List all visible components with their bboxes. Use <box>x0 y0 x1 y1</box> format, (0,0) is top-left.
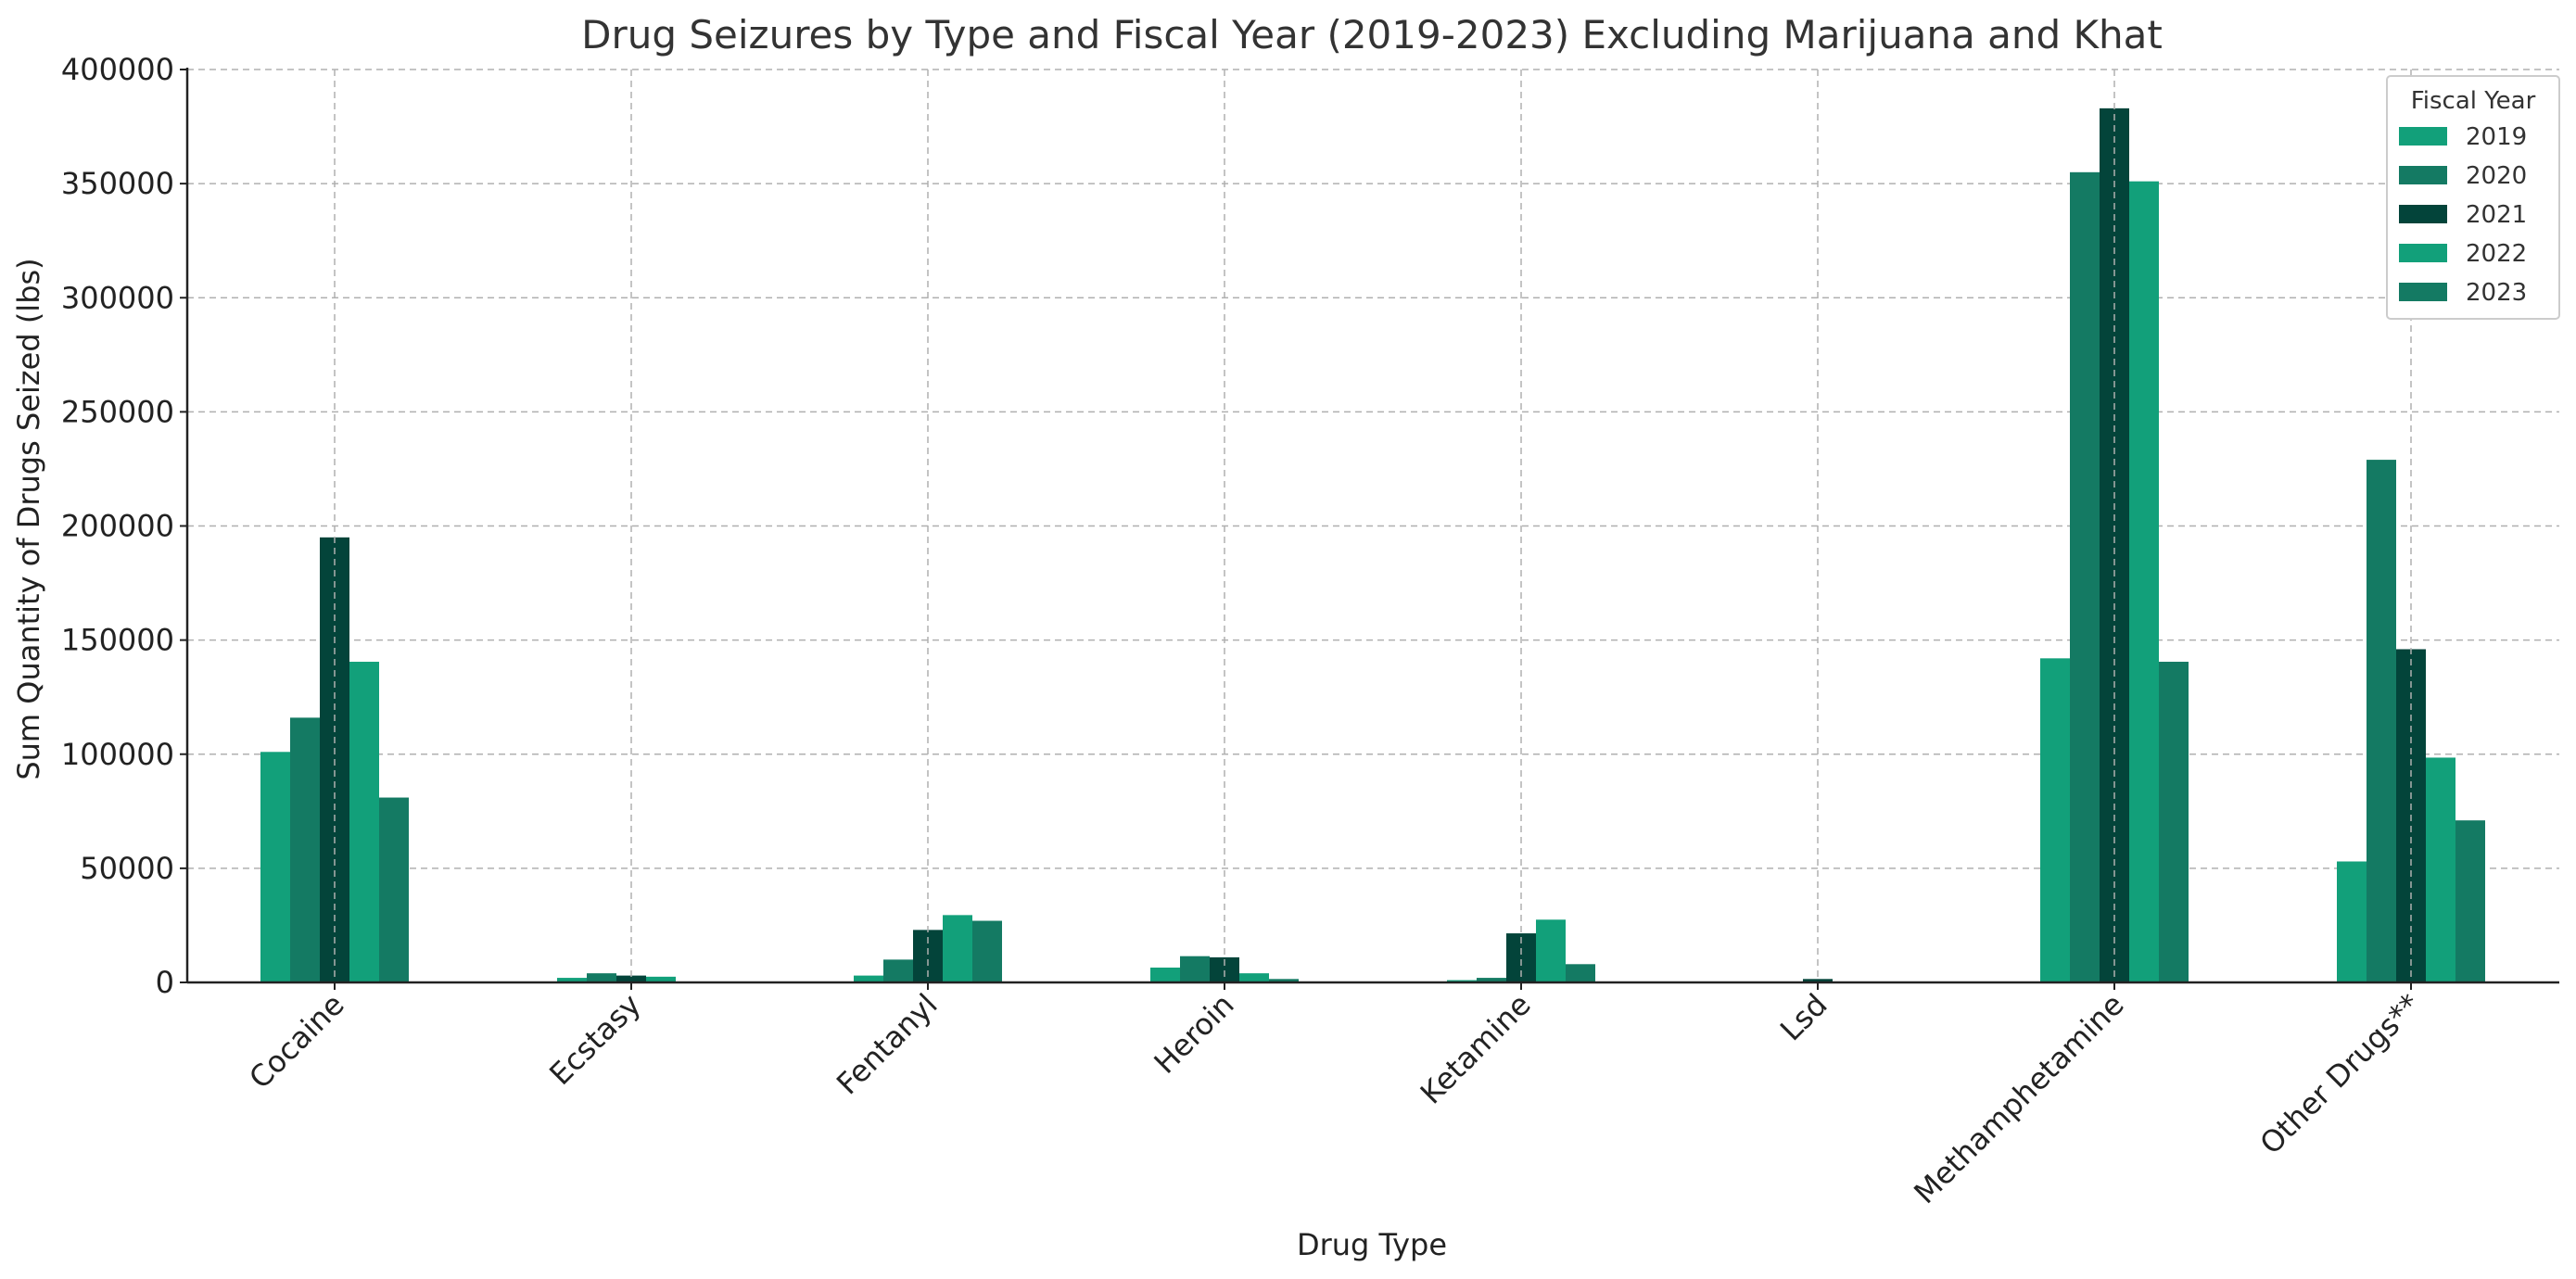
bar-2022-heroin <box>1239 973 1269 982</box>
y-tick-label: 150000 <box>61 623 174 658</box>
grid-layer <box>187 69 2559 869</box>
bar-2023-other-drugs- <box>2455 820 2485 982</box>
legend-label-2023: 2023 <box>2466 279 2527 307</box>
legend-swatch-2023 <box>2399 283 2447 301</box>
bar-2022-other-drugs- <box>2426 757 2455 982</box>
y-tick-label: 300000 <box>61 280 174 315</box>
bar-2022-fentanyl <box>943 915 972 982</box>
y-tick-label: 50000 <box>80 851 174 886</box>
y-axis-label: Sum Quantity of Drugs Seized (lbs) <box>11 258 46 779</box>
y-tick-label: 250000 <box>61 394 174 429</box>
bar-2019-ecstasy <box>557 978 587 982</box>
chart-title: Drug Seizures by Type and Fiscal Year (2… <box>581 12 2163 57</box>
bars-layer <box>260 108 2485 983</box>
bar-2022-ketamine <box>1536 919 1566 982</box>
legend-label-2021: 2021 <box>2466 201 2527 229</box>
x-tick-label: Fentanyl <box>830 987 945 1102</box>
x-tick-label: Ketamine <box>1414 987 1538 1111</box>
legend-label-2022: 2022 <box>2466 240 2527 268</box>
legend: Fiscal Year 2019 2020 2021 2022 2023 <box>2386 75 2560 320</box>
legend-label-2019: 2019 <box>2466 123 2527 151</box>
bar-2020-ecstasy <box>587 973 616 982</box>
vgrid-layer <box>334 70 2412 982</box>
legend-swatch-2022 <box>2399 244 2447 262</box>
legend-swatch-2020 <box>2399 166 2447 184</box>
y-tick-label: 400000 <box>61 52 174 87</box>
bar-2020-cocaine <box>290 717 320 982</box>
x-tick-label: Lsd <box>1773 987 1834 1048</box>
bar-2020-methamphetamine <box>2070 171 2100 982</box>
x-axis-label: Drug Type <box>1297 1227 1447 1262</box>
x-tick-label: Cocaine <box>242 987 350 1095</box>
y-tick-label: 0 <box>156 965 174 1000</box>
x-tick-label: Other Drugs** <box>2253 987 2428 1161</box>
bar-2023-methamphetamine <box>2159 662 2189 982</box>
bar-2022-ecstasy <box>646 976 676 982</box>
y-tick-label: 350000 <box>61 166 174 201</box>
bar-2023-ketamine <box>1566 964 1595 982</box>
bar-2019-heroin <box>1150 967 1180 982</box>
bar-2021-methamphetamine <box>2100 108 2129 983</box>
bar-2020-ketamine <box>1477 978 1506 982</box>
bar-2022-methamphetamine <box>2129 181 2159 983</box>
x-tick-label: Ecstasy <box>542 987 647 1092</box>
bar-2021-ecstasy <box>616 975 646 982</box>
legend-title: Fiscal Year <box>2411 87 2536 115</box>
bar-2019-cocaine <box>260 752 290 982</box>
legend-items: 2019 2020 2021 2022 2023 <box>2399 123 2527 307</box>
axes-layer <box>185 68 2559 984</box>
legend-swatch-2021 <box>2399 205 2447 223</box>
bar-2019-methamphetamine <box>2040 658 2070 982</box>
y-tick-label: 100000 <box>61 737 174 772</box>
x-tick-label: Methamphetamine <box>1907 987 2130 1210</box>
bar-2021-lsd <box>1803 979 1833 982</box>
y-tick-label: 200000 <box>61 509 174 544</box>
x-tick-label: Heroin <box>1148 987 1241 1081</box>
bar-2019-fentanyl <box>854 975 883 982</box>
bar-2020-other-drugs- <box>2367 460 2396 982</box>
bar-2023-cocaine <box>379 797 409 982</box>
legend-label-2020: 2020 <box>2466 162 2527 190</box>
y-tick-labels: 0 50000 100000 150000 200000 250000 300000 3500… <box>61 52 187 1000</box>
bar-2023-heroin <box>1269 979 1299 982</box>
bar-2019-other-drugs- <box>2337 861 2367 982</box>
bar-2020-fentanyl <box>883 959 913 982</box>
bar-2022-cocaine <box>349 662 379 982</box>
legend-swatch-2019 <box>2399 127 2447 146</box>
bar-2023-fentanyl <box>972 920 1002 982</box>
bar-2020-heroin <box>1180 956 1210 982</box>
x-tick-labels: Cocaine Ecstasy Fentanyl Heroin Ketamine Lsd M… <box>242 982 2428 1210</box>
